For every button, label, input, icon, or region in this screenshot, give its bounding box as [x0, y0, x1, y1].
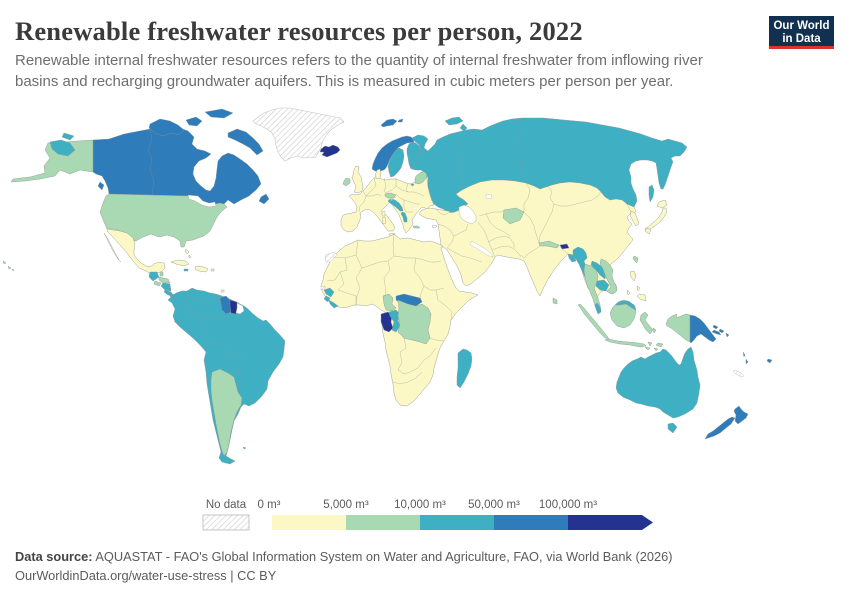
svg-text:50,000 m³: 50,000 m³ [468, 499, 520, 511]
svg-text:0 m³: 0 m³ [258, 499, 281, 511]
svg-text:10,000 m³: 10,000 m³ [394, 499, 446, 511]
svg-text:100,000 m³: 100,000 m³ [539, 499, 597, 511]
svg-text:No data: No data [206, 499, 247, 511]
svg-text:5,000 m³: 5,000 m³ [323, 499, 369, 511]
